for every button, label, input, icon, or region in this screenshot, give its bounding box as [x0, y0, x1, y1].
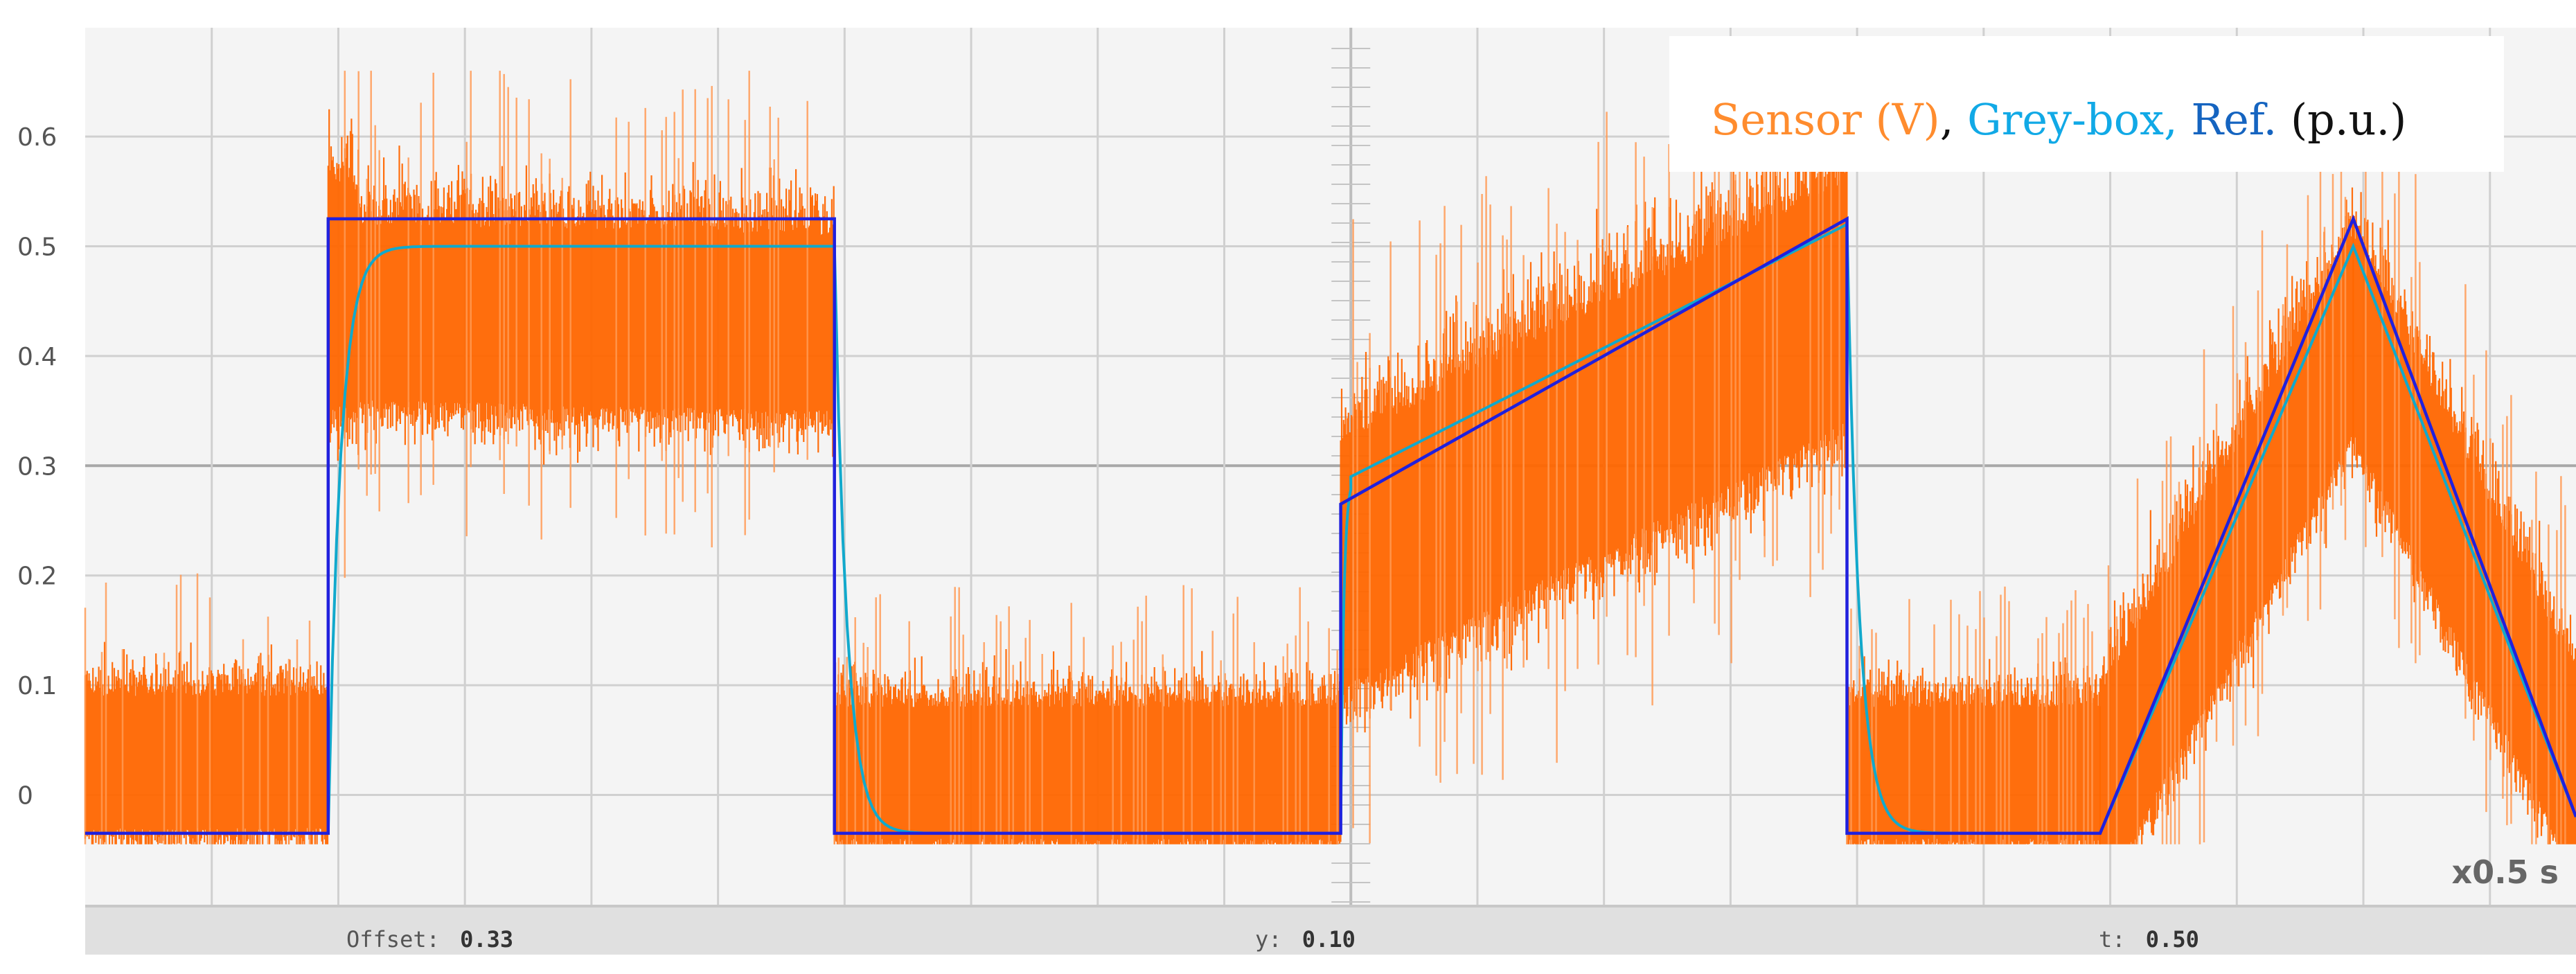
y-tick-label: 0.1 [17, 672, 57, 700]
y-tick-label: 0.2 [17, 563, 57, 591]
y-tick-label: 0.3 [17, 452, 57, 481]
status-offset-value: 0.33 [460, 926, 513, 953]
status-bar-divider [85, 905, 2576, 907]
sensor-spikes [1352, 71, 1840, 844]
y-tick-label: 0 [17, 782, 33, 811]
status-offset-label: Offset: [346, 926, 440, 953]
legend-sensor: Sensor (V) [1711, 94, 1940, 145]
legend-greybox: Grey-box, [1967, 94, 2191, 145]
status-t-label: t: [2099, 926, 2126, 953]
legend: Sensor (V), Grey-box, Ref. (p.u.) [1711, 94, 2406, 145]
sensor-spikes [84, 573, 311, 844]
y-axis-ticks: 0.6 0.5 0.4 0.3 0.2 0.1 0 [17, 123, 57, 810]
legend-unit: (p.u.) [2277, 94, 2406, 145]
greybox-line [85, 222, 2576, 835]
status-bar [85, 905, 2576, 955]
ref-line [85, 214, 2576, 835]
legend-ref: Ref. [2191, 94, 2277, 145]
legend-box [1669, 36, 2504, 172]
status-t-value: 0.50 [2146, 926, 2199, 953]
time-scale-label: x0.5 s [2451, 853, 2559, 891]
sensor-spikes [357, 71, 808, 548]
status-y: y: 0.10 [1255, 926, 1356, 953]
status-y-value: 0.10 [1302, 926, 1356, 953]
status-y-label: y: [1255, 926, 1282, 953]
ref-series [85, 214, 2576, 835]
sensor-spikes [2107, 109, 2347, 844]
legend-sep: , [1940, 94, 1967, 145]
status-offset: Offset: 0.33 [346, 926, 513, 953]
y-tick-label: 0.5 [17, 233, 57, 262]
sensor-band [2352, 192, 2576, 844]
y-tick-label: 0.4 [17, 343, 57, 371]
status-t: t: 0.50 [2099, 926, 2199, 953]
sensor-series [84, 71, 2576, 844]
greybox-series [85, 222, 2576, 835]
y-tick-label: 0.6 [17, 123, 57, 152]
